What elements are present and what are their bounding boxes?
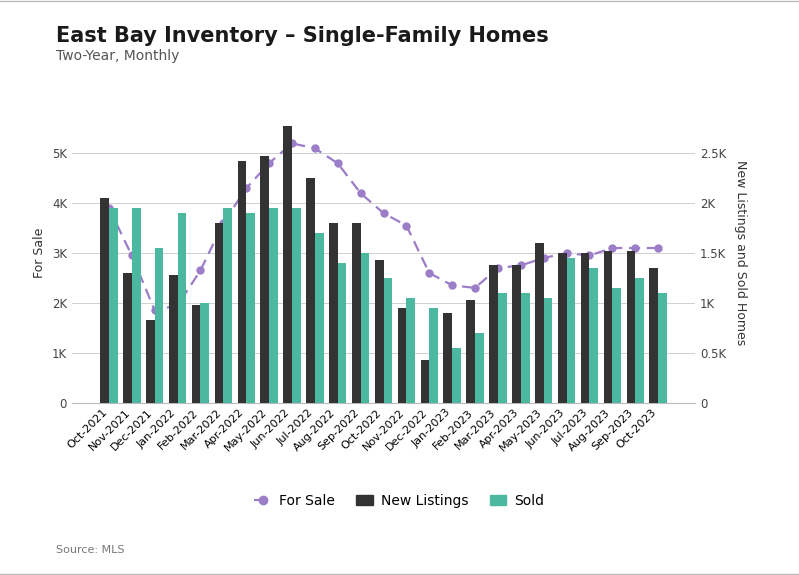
Bar (543, 298, 552, 402)
Bar (581, 253, 590, 402)
For Sale (173, 302, 182, 309)
For Sale (447, 282, 457, 289)
Bar (467, 300, 475, 402)
For Sale (356, 190, 365, 197)
Bar (384, 278, 392, 402)
Bar (109, 208, 117, 402)
For Sale (493, 264, 503, 271)
For Sale (264, 160, 274, 167)
Bar (398, 308, 407, 402)
Bar (521, 293, 530, 402)
Bar (375, 260, 384, 402)
Bar (329, 223, 338, 402)
Bar (475, 333, 483, 402)
For Sale (402, 222, 411, 229)
Bar (635, 278, 644, 402)
Bar (215, 223, 224, 402)
Y-axis label: For Sale: For Sale (34, 228, 46, 278)
Bar (224, 208, 232, 402)
For Sale (196, 267, 205, 274)
Bar (535, 243, 543, 402)
Bar (169, 275, 177, 402)
Bar (590, 268, 598, 402)
Y-axis label: New Listings and Sold Homes: New Listings and Sold Homes (734, 160, 747, 346)
Bar (132, 208, 141, 402)
Text: East Bay Inventory – Single-Family Homes: East Bay Inventory – Single-Family Homes (56, 26, 549, 46)
Text: Two-Year, Monthly: Two-Year, Monthly (56, 49, 179, 63)
For Sale (630, 244, 640, 251)
Bar (352, 223, 360, 402)
Bar (407, 298, 415, 402)
For Sale (562, 250, 571, 256)
For Sale (127, 252, 137, 259)
For Sale (241, 185, 251, 191)
Bar (177, 213, 186, 402)
Bar (315, 233, 324, 402)
Bar (498, 293, 507, 402)
Bar (292, 208, 300, 402)
Bar (146, 320, 155, 402)
For Sale (539, 255, 548, 262)
Bar (284, 126, 292, 402)
For Sale (585, 252, 594, 259)
Bar (338, 263, 347, 402)
Bar (201, 303, 209, 402)
Bar (443, 313, 452, 402)
For Sale (287, 140, 296, 147)
For Sale (516, 262, 526, 269)
Bar (246, 213, 255, 402)
Bar (558, 253, 566, 402)
For Sale (654, 244, 663, 251)
Bar (604, 251, 612, 402)
For Sale (219, 220, 229, 227)
Bar (269, 208, 278, 402)
For Sale (104, 205, 113, 212)
Legend: For Sale, New Listings, Sold: For Sale, New Listings, Sold (249, 488, 550, 513)
For Sale (379, 210, 388, 217)
For Sale (333, 160, 343, 167)
Bar (237, 161, 246, 402)
Bar (512, 266, 521, 402)
Bar (650, 268, 658, 402)
Bar (155, 248, 163, 402)
For Sale (424, 270, 434, 277)
Bar (360, 253, 369, 402)
Bar (489, 266, 498, 402)
For Sale (607, 244, 617, 251)
Bar (658, 293, 667, 402)
Bar (260, 156, 269, 402)
Bar (123, 273, 132, 402)
Line: For Sale: For Sale (105, 140, 662, 314)
Bar (429, 308, 438, 402)
Bar (626, 251, 635, 402)
For Sale (150, 307, 160, 314)
Bar (100, 198, 109, 402)
Bar (612, 288, 621, 402)
Bar (306, 178, 315, 402)
For Sale (471, 285, 480, 292)
Bar (192, 305, 201, 402)
Bar (452, 348, 461, 402)
Bar (420, 360, 429, 402)
Text: Source: MLS: Source: MLS (56, 545, 125, 555)
Bar (566, 258, 575, 402)
For Sale (310, 145, 320, 152)
